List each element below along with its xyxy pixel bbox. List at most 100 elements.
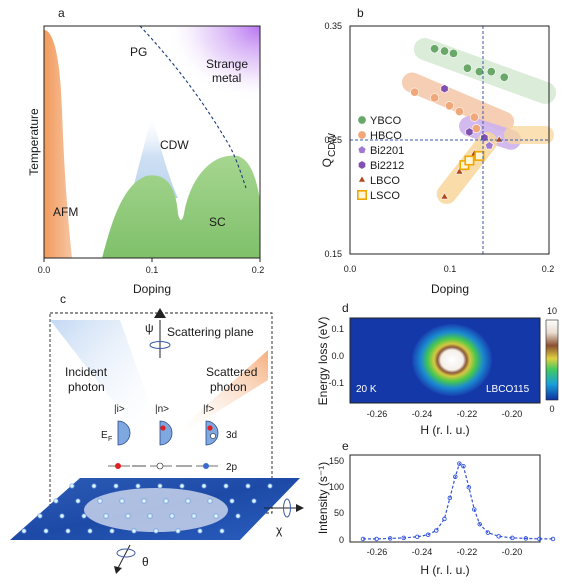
intensity-data-point [453, 474, 458, 480]
intensity-data-point [425, 532, 431, 537]
data-point-hbco [454, 107, 464, 117]
e-xtick-label: -0.24 [412, 547, 433, 557]
state-f: |f> [203, 404, 214, 415]
intensity-data-point [461, 464, 466, 469]
lattice-spot [178, 482, 186, 490]
incident-beam [50, 320, 160, 436]
electron-2p-f [203, 463, 209, 469]
scattered-label-1: Scattered [206, 365, 257, 379]
legend-marker-lbco [357, 175, 367, 183]
lattice-spot [244, 482, 252, 490]
a-xtick-label: 0.2 [252, 265, 265, 275]
data-point-lsco [474, 150, 485, 161]
lattice-spots [20, 482, 274, 535]
incident-label-2: photon [68, 380, 105, 394]
panel-a: a AFM PG Strange metal CDW SC 0.0 0.1 0.… [27, 6, 264, 296]
electron-icon [207, 425, 213, 431]
e-xtick-label: -0.26 [367, 547, 388, 557]
lattice-spot [228, 497, 236, 505]
lattice-spot [36, 512, 44, 520]
e-ytick-label: 50 [334, 508, 344, 518]
lattice-spot [162, 497, 170, 505]
lattice-spot [102, 512, 110, 520]
lattice-spot [190, 512, 198, 520]
lattice-spot [200, 482, 208, 490]
legend-marker-bi2201 [357, 145, 367, 154]
d-ytick-label: 0.0 [331, 351, 344, 361]
d-xtick-label: -0.24 [412, 409, 433, 419]
intensity-data-point [401, 535, 406, 541]
panel-c-letter: c [60, 292, 66, 306]
intensity-data-point [415, 534, 420, 540]
panel-b-frame [349, 25, 550, 255]
data-point-bi2212 [440, 84, 449, 94]
data-point-lbco [440, 192, 449, 200]
panel-b: b 0.35 0.25 0.15 0.0 0.1 0.2 Doping Q CD… [320, 6, 557, 296]
e-xlabel: H (r. l. u.) [420, 563, 469, 577]
panel-b-legend: YBCO HBCO Bi2201 Bi2212 LBCO LSCO [356, 115, 404, 202]
electron-icon [160, 425, 166, 431]
lattice-spot [20, 527, 28, 535]
hole-icon [210, 433, 216, 439]
data-point-ybco [462, 63, 472, 73]
panel-d: d 20 K LBCO115 0.1 0.0 -0.1 -0.26 -0.24 … [316, 301, 559, 437]
hole-2p-n [156, 462, 164, 470]
e-ytick-label: 150 [329, 456, 344, 466]
a-ylabel: Temperature [27, 108, 41, 176]
hbco-band [401, 72, 515, 132]
data-point-ybco [499, 72, 509, 82]
lattice-spot [168, 512, 176, 520]
legend-label-hbco: HBCO [370, 130, 402, 142]
intensity-data-point [434, 528, 439, 533]
metal-label: metal [212, 71, 241, 85]
data-point-hbco [469, 112, 479, 122]
pg-label: PG [130, 45, 147, 59]
b-xtick-label: 0.2 [542, 264, 555, 274]
theta-arrow-head [114, 566, 122, 574]
cdw-label: CDW [160, 138, 189, 152]
intensity-data-point [442, 516, 447, 522]
chi-arrow-head [296, 504, 304, 512]
strange-label: Strange [206, 57, 248, 71]
intensity-data-point [472, 507, 477, 512]
e-ytick-label: 0 [339, 535, 344, 545]
incident-label-1: Incident [65, 365, 108, 379]
level-2p-label: 2p [226, 462, 238, 473]
orbital-n [159, 420, 173, 446]
lattice-spot [196, 527, 204, 535]
intensity-data-point [550, 536, 556, 542]
lattice-spot [156, 482, 164, 490]
panel-b-letter: b [357, 6, 364, 20]
intensity-data-point [523, 536, 529, 541]
state-i: |i> [114, 404, 125, 415]
a-xtick-label: 0.0 [38, 265, 51, 275]
b-xtick-label: 0.0 [344, 264, 357, 274]
temperature-label: 20 K [356, 384, 377, 395]
intensity-data-point [447, 495, 453, 501]
data-point-hbco [410, 87, 420, 97]
panel-e-frame [349, 454, 541, 543]
d-xtick-label: -0.22 [457, 409, 478, 419]
colorbar [545, 319, 559, 401]
sc-dome [102, 155, 260, 258]
data-point-ybco [474, 67, 484, 77]
panel-c: c ψ Scattering plane Incident photon Sca… [10, 292, 304, 574]
lattice-spot [68, 482, 76, 490]
afm-region [44, 30, 72, 258]
legend-label-lsco: LSCO [370, 190, 400, 202]
lattice-spot [134, 482, 142, 490]
data-point-bi2201 [484, 141, 494, 150]
intensity-data-point [510, 535, 515, 541]
panel-e: e 150 100 50 0 -0.26 -0.24 -0.22 -0.20 H… [316, 439, 556, 577]
lattice-spot [218, 527, 226, 535]
b-ytick-label: 0.15 [324, 249, 342, 259]
lattice-spot [222, 482, 230, 490]
intensity-data-point [374, 536, 379, 542]
colorbar-max: 10 [547, 306, 557, 316]
theta-label: θ [142, 555, 149, 569]
data-point-hbco [444, 101, 454, 111]
intensity-fit-line [363, 462, 553, 540]
theta-rotation-icon [116, 548, 136, 558]
lattice-spot [52, 497, 60, 505]
intensity-data-point [360, 536, 366, 542]
